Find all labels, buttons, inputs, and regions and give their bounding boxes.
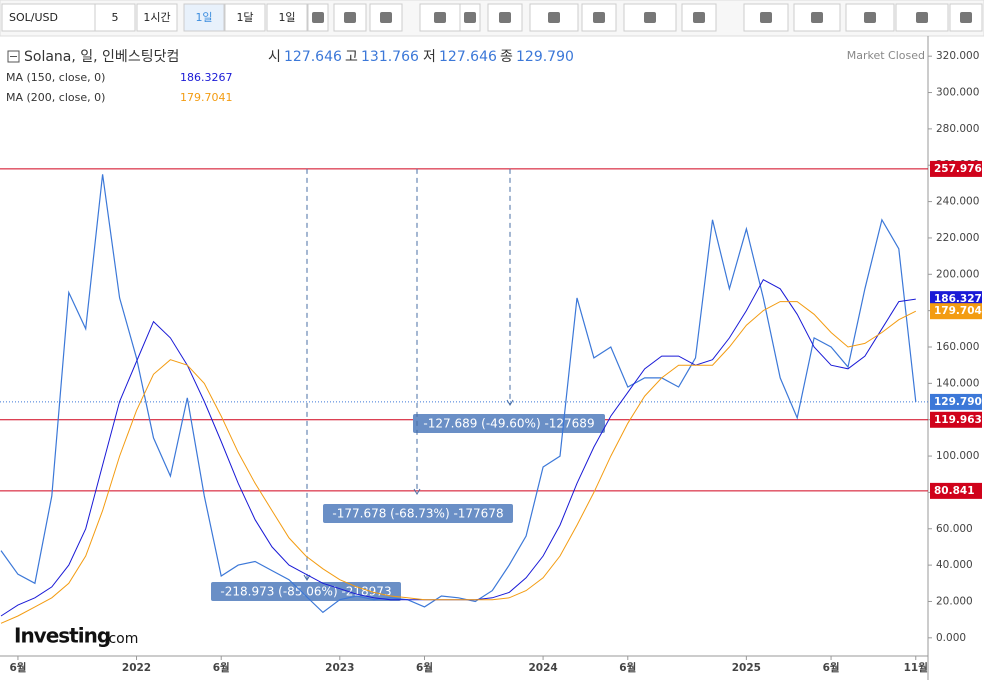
price-tag	[930, 411, 982, 428]
y-tick-label: 200.000	[936, 268, 979, 280]
interval-button[interactable]	[224, 3, 266, 32]
ohlc: 시 127.646 고 131.766 저 127.646 종 129.790	[268, 49, 574, 65]
price-tag	[930, 160, 982, 177]
toolbar-icon	[644, 12, 656, 23]
y-tick-label: 320.000	[936, 50, 979, 62]
toolbar-icon	[811, 12, 823, 23]
ohlc-key: 저	[423, 49, 436, 65]
interval-button[interactable]	[183, 3, 225, 32]
y-tick-label: 240.000	[936, 196, 979, 208]
toolbar-icon	[464, 12, 476, 23]
toolbar-icon	[344, 12, 356, 23]
interval-button[interactable]	[266, 3, 308, 32]
interval-button[interactable]	[136, 3, 178, 32]
toolbar-icon	[312, 12, 324, 23]
toolbar-icon	[760, 12, 772, 23]
ohlc-value: 131.766	[361, 49, 419, 65]
price-tag-label: 80.841	[934, 485, 975, 497]
toolbar-icon	[864, 12, 876, 23]
y-tick-label: 160.000	[936, 341, 979, 353]
x-tick-label: 6월	[213, 661, 230, 674]
y-tick-label: 60.000	[936, 523, 973, 535]
y-tick-label: 100.000	[936, 450, 979, 462]
ohlc-key: 종	[500, 49, 513, 65]
measure-arrow	[413, 488, 421, 495]
ohlc-key: 고	[345, 49, 358, 65]
toolbar-icon	[548, 12, 560, 23]
ma-legend-value: 179.7041	[180, 91, 233, 104]
ma-legend-value: 186.3267	[180, 71, 233, 84]
x-tick-label: 6월	[823, 661, 840, 674]
x-tick-label: 2022	[122, 662, 151, 674]
logo-suffix: .com	[104, 631, 138, 647]
x-tick-label: 2025	[732, 662, 761, 674]
toolbar-button[interactable]	[419, 3, 461, 32]
price-tag	[930, 482, 982, 499]
y-tick-label: 280.000	[936, 123, 979, 135]
measure-box	[413, 414, 605, 433]
ma-tag-label: 186.327	[934, 293, 982, 305]
toolbar-icon	[916, 12, 928, 23]
ma-tag	[930, 291, 982, 308]
y-tick-label: 140.000	[936, 377, 979, 389]
ma-legend: MA (150, close, 0)	[6, 71, 105, 84]
toolbar-icon	[960, 12, 972, 23]
plot: 0.00020.00040.00060.00080.000100.000120.…	[0, 50, 982, 674]
interval-label: 1시간	[143, 11, 170, 24]
y-tick-label: 300.000	[936, 87, 979, 99]
toolbar-icon	[380, 12, 392, 23]
ohlc-value: 127.646	[439, 49, 497, 65]
interval-label: 5	[112, 11, 119, 24]
measure-label: -177.678 (-68.73%) -177678	[332, 507, 503, 521]
measure-label: -127.689 (-49.60%) -127689	[423, 417, 594, 431]
x-tick-label: 2023	[325, 662, 354, 674]
ma-line	[0, 301, 917, 624]
x-tick-label: 2024	[528, 662, 557, 674]
measure-box	[323, 504, 513, 523]
interval-label: 1일	[195, 10, 212, 24]
ma-legend: MA (200, close, 0)	[6, 91, 105, 104]
ohlc-value: 127.646	[284, 49, 342, 65]
toolbar-icon	[434, 12, 446, 23]
ohlc-value: 129.790	[516, 49, 574, 65]
last-price-label: 129.790	[934, 396, 982, 408]
x-tick-label: 6월	[9, 661, 26, 674]
measure-arrow	[303, 574, 311, 581]
logo: Investing	[14, 624, 110, 648]
toolbar-icon	[693, 12, 705, 23]
price-line	[0, 174, 917, 614]
price-tag-label: 119.963	[934, 414, 982, 426]
y-tick-label: 0.000	[936, 632, 966, 644]
x-tick-label: 11월	[904, 661, 928, 674]
interval-label: 1달	[236, 11, 253, 24]
ma-tag-label: 179.704	[934, 305, 982, 317]
x-tick-label: 6월	[416, 661, 433, 674]
interval-button[interactable]	[94, 3, 136, 32]
instrument-name: Solana, 일, 인베스팅닷컴	[24, 49, 179, 65]
toolbar-icon	[499, 12, 511, 23]
ohlc-key: 시	[268, 49, 281, 65]
y-tick-label: 20.000	[936, 595, 973, 607]
toolbar-button[interactable]	[793, 3, 841, 32]
last-price-tag	[930, 393, 982, 410]
interval-label: 1일	[278, 10, 295, 24]
collapse-button[interactable]	[7, 50, 20, 63]
symbol: SOL/USD	[9, 11, 58, 24]
symbol-input[interactable]	[1, 3, 99, 32]
measure-label: -218.973 (-85.06%) -218973	[220, 585, 391, 599]
toolbar-icons: 5 1시간 1일 1달 1일	[94, 3, 983, 32]
price-tag-label: 257.976	[934, 163, 982, 175]
y-tick-label: 220.000	[936, 232, 979, 244]
toolbar-icon	[593, 12, 605, 23]
y-tick-label: 40.000	[936, 559, 973, 571]
market-status: Market Closed	[847, 49, 925, 62]
ma-tag	[930, 303, 982, 320]
x-tick-label: 6월	[619, 661, 636, 674]
